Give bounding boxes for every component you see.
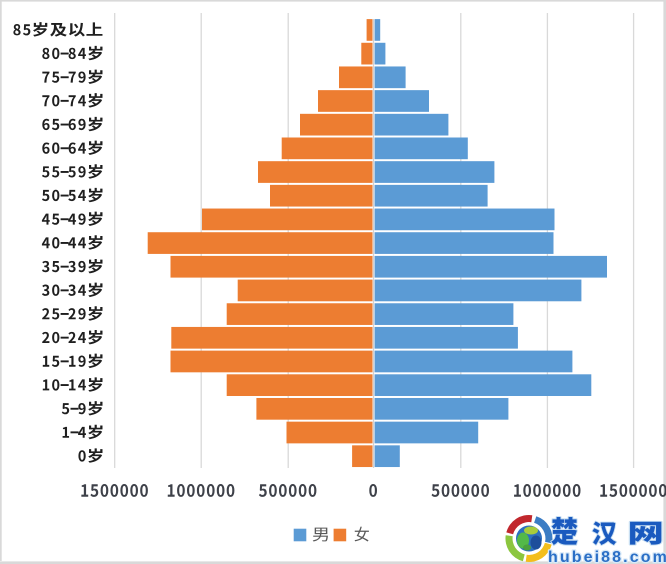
svg-text:hubei88.com: hubei88.com <box>548 549 666 564</box>
